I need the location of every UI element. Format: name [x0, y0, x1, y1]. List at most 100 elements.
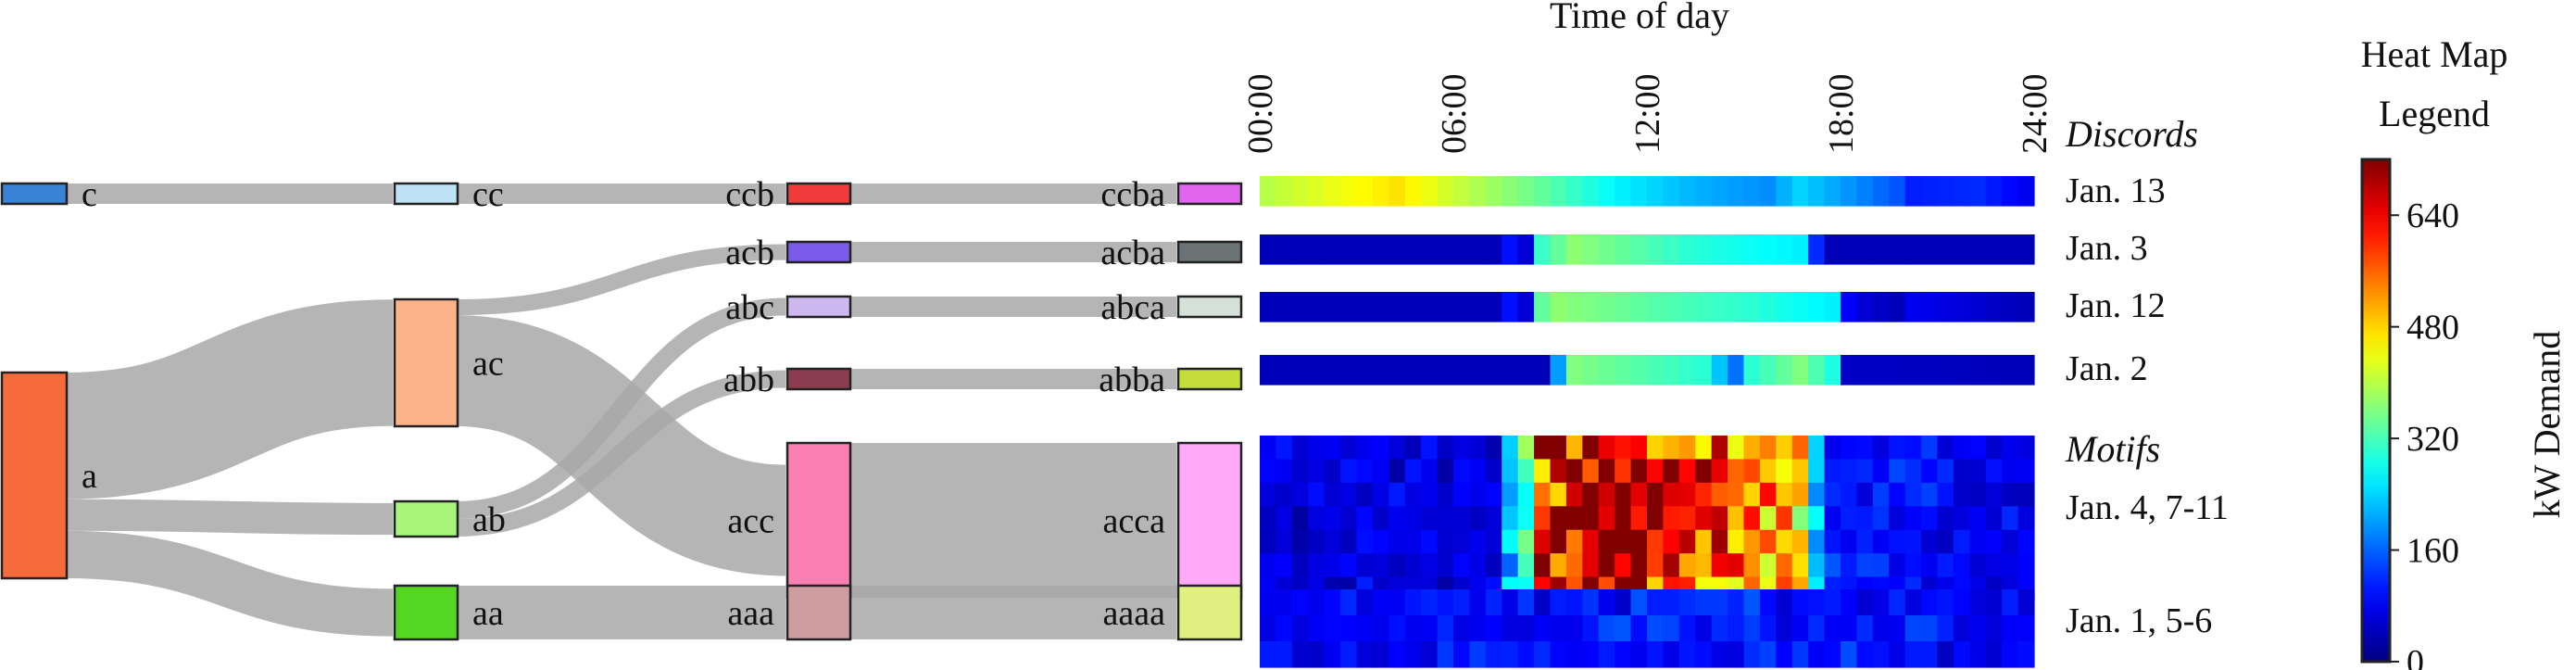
node-label-acba: acba [1100, 234, 1165, 272]
heatmap-cell [1404, 459, 1422, 484]
heatmap-cell [1904, 529, 1922, 554]
heatmap-cell [1517, 615, 1535, 642]
heatmap-cell [1485, 234, 1502, 265]
heatmap-cell [1776, 355, 1793, 386]
heatmap-cell [1663, 292, 1680, 322]
heatmap-cell [1695, 553, 1713, 578]
heatmap-cell [1953, 176, 1970, 207]
heatmap-cell [1356, 506, 1374, 531]
heatmap-cell [1889, 529, 1906, 554]
heatmap-cell [1404, 355, 1422, 386]
heatmap-row-ccba [1260, 176, 2035, 207]
heatmap-cell [1324, 436, 1341, 461]
heatmap-cell [1517, 589, 1535, 616]
heatmap-cell [1647, 292, 1665, 322]
heatmap-cell [2002, 459, 2019, 484]
heatmap-cell [1791, 482, 1809, 507]
heatmap-cell [1389, 506, 1406, 531]
heatmap-cell [1776, 553, 1793, 578]
heatmap-cell [1678, 615, 1696, 642]
heatmap-cell [1808, 506, 1826, 531]
heatmap-cell [1824, 459, 1841, 484]
heatmap-cell [1937, 234, 1954, 265]
heatmap-cell [1630, 459, 1648, 484]
row-label-ccba: Jan. 13 [2066, 171, 2166, 210]
heatmap-cell [2017, 589, 2035, 616]
node-aaaa [1176, 584, 1243, 641]
heatmap-cell [1630, 529, 1648, 554]
heatmap-cell [1485, 506, 1502, 531]
heatmap-cell [1711, 292, 1728, 322]
colorbar-tick-label: 480 [2406, 309, 2459, 348]
heatmap-cell [1437, 234, 1454, 265]
heatmap-cell [1437, 615, 1454, 642]
heatmap-cell [1872, 176, 1890, 207]
heatmap-cell [1502, 355, 1519, 386]
heatmap-cell [1534, 176, 1552, 207]
heatmap-cell [1856, 355, 1874, 386]
heatmap-cell [1308, 459, 1326, 484]
heatmap-cell [1824, 436, 1841, 461]
heatmap-cell [1260, 589, 1277, 616]
heatmap-cell [1582, 615, 1600, 642]
heatmap-cell [1275, 292, 1293, 322]
heatmap-cell [1808, 355, 1826, 386]
heatmap-cell [1808, 553, 1826, 578]
heatmap-cell [1582, 482, 1600, 507]
heatmap-cell [1678, 459, 1696, 484]
heatmap-cell [1791, 292, 1809, 322]
heatmap-cell [1759, 615, 1777, 642]
heatmap-cell [1791, 459, 1809, 484]
heatmap-cell [1921, 234, 1939, 265]
heatmap-cell [1469, 459, 1487, 484]
heatmap-cell [1711, 589, 1728, 616]
heatmap-cell [1630, 234, 1648, 265]
heatmap-cell [1695, 482, 1713, 507]
node-label-abba: abba [1099, 360, 1165, 399]
heatmap-cell [1872, 292, 1890, 322]
heatmap-cell [1824, 589, 1841, 616]
heatmap-cell [1421, 553, 1439, 578]
heatmap-cell [1517, 234, 1535, 265]
heatmap-cell [1728, 615, 1745, 642]
heatmap-cell [1453, 292, 1471, 322]
heatmap-cell [1921, 641, 1939, 668]
heatmap-cell [1340, 506, 1358, 531]
heatmap-cell [1372, 589, 1389, 616]
heatmap-cell [1872, 641, 1890, 668]
heatmap-cell [1953, 553, 1970, 578]
heatmap-cell [1856, 589, 1874, 616]
heatmap-cell [1437, 641, 1454, 668]
heatmap-cell [1759, 459, 1777, 484]
heatmap-cell [1502, 553, 1519, 578]
node-label-ccb: ccb [725, 175, 774, 214]
heatmap-cell [1517, 553, 1535, 578]
heatmap-cell [1808, 459, 1826, 484]
heatmap-cell [1841, 482, 1858, 507]
heatmap-cell [1565, 589, 1583, 616]
heatmap-cell [1550, 292, 1567, 322]
heatmap-cell [1308, 292, 1326, 322]
heatmap-cell [2002, 355, 2019, 386]
heatmap-cell [1517, 176, 1535, 207]
heatmap-cell [1275, 641, 1293, 668]
heatmap-cell [1759, 436, 1777, 461]
heatmap-cell [1985, 436, 2003, 461]
heatmap-cell [1759, 506, 1777, 531]
heatmap-cell [1485, 589, 1502, 616]
heatmap-cell [1647, 436, 1665, 461]
heatmap-cell [1759, 482, 1777, 507]
heatmap-cell [1695, 529, 1713, 554]
heatmap-cell [1824, 506, 1841, 531]
heatmap-cell [1308, 641, 1326, 668]
heatmap-cell [1582, 436, 1600, 461]
heatmap-cell [1856, 234, 1874, 265]
node-acca [1176, 441, 1243, 600]
heatmap-cell [1728, 553, 1745, 578]
heatmap-cell [1389, 234, 1406, 265]
heatmap-cell [1404, 529, 1422, 554]
heatmap-cell [1728, 176, 1745, 207]
heatmap-cell [1728, 459, 1745, 484]
heatmap-cell [1808, 589, 1826, 616]
heatmap-cell [1743, 553, 1761, 578]
